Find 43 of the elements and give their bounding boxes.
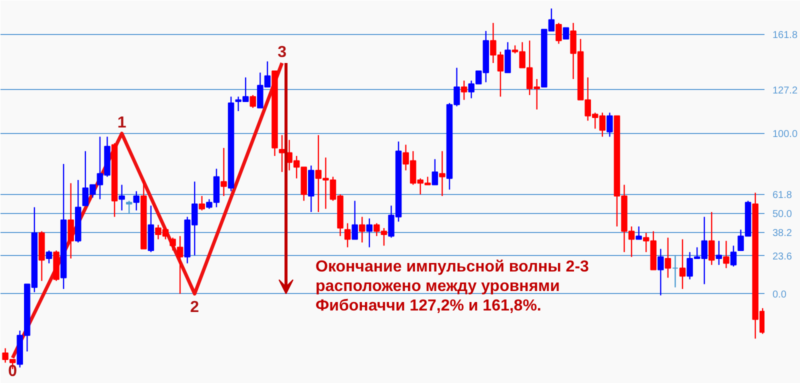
candlestick [636,226,642,240]
annotation: 0 [8,362,18,380]
y-tick-label: 100.0 [772,129,798,140]
candlestick [556,22,562,44]
annotation: Окончание импульсной волны 2-3 расположено между уровнями Фибоначчи 127,2% и 161,8%. [316,258,590,315]
candlestick [658,248,664,296]
candlestick [723,240,730,269]
y-tick-label: 161.8 [772,30,798,41]
y-tick-label: 127.2 [772,85,798,96]
candlestick [198,195,206,212]
candlestick [118,184,125,212]
y-tick-label: 61.8 [772,190,792,202]
annotation: 1 [117,114,126,132]
candlestick [432,158,438,186]
annotation: 3 [278,44,287,61]
candlestick [352,200,358,240]
y-tick-label: 0.0 [772,289,787,300]
candlestick [708,211,715,266]
candlestick [730,245,737,268]
candlestick [460,80,468,100]
candlestick [220,147,227,197]
y-tick-label: 38.2 [772,228,792,240]
candlestick [250,94,256,108]
candlestick [716,240,722,266]
candlestick [344,222,351,248]
candlestick [358,216,366,244]
annotation: 2 [190,298,200,316]
candlestick [504,42,511,74]
candlestick [68,182,74,260]
candlestick [133,190,140,212]
candlestick [562,27,570,40]
candlestick [46,250,52,264]
candlestick [170,237,176,252]
candlestick [366,218,373,248]
candlestick [126,200,132,214]
candlestick [606,112,613,138]
y-tick-label: 23.6 [772,251,792,262]
candlestick [664,237,672,278]
candlestick [672,254,678,288]
candlestick [439,150,446,197]
candlestick [176,235,184,294]
y-tick-label: 50.0 [772,209,792,220]
candlestick [679,238,686,290]
